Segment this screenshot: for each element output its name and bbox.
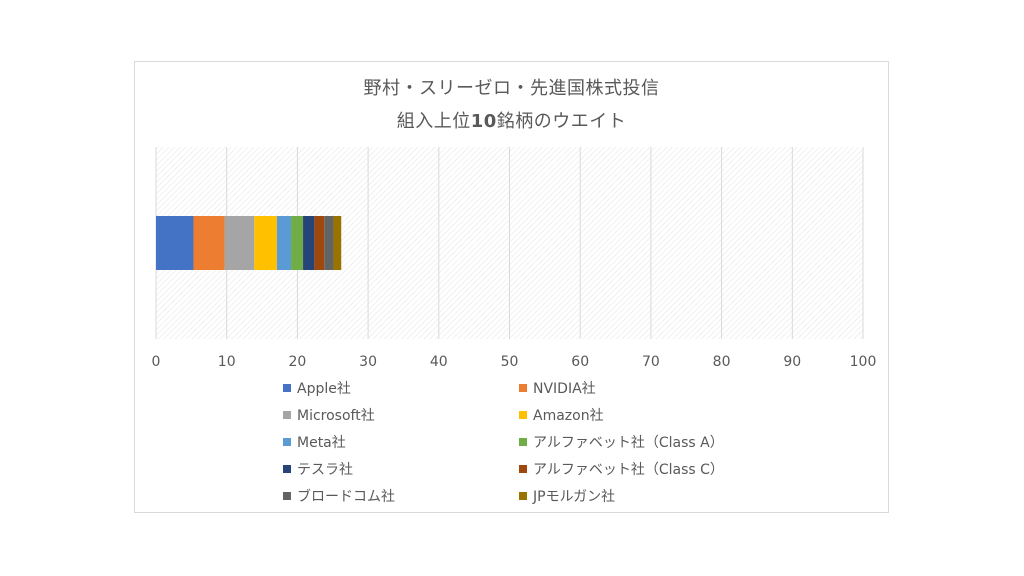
legend-item: JPモルガン社 <box>519 486 755 505</box>
legend-label: Apple社 <box>297 380 351 397</box>
legend-label: JPモルガン社 <box>533 488 616 505</box>
legend-item: Microsoft社 <box>283 405 519 424</box>
legend-item: テスラ社 <box>283 459 519 478</box>
x-tick-label: 20 <box>288 354 306 370</box>
x-tick-label: 40 <box>430 354 448 370</box>
legend-label: アルファベット社（Class C） <box>533 461 724 478</box>
bar-segment-2 <box>193 216 225 270</box>
chart-plot: 0 10 20 30 40 50 60 70 80 90 100 <box>152 147 877 370</box>
x-tick-label: 100 <box>850 354 877 370</box>
legend-label: テスラ社 <box>297 461 353 478</box>
x-tick-label: 90 <box>783 354 801 370</box>
bar-segment-8 <box>314 216 325 270</box>
bar-segment-9 <box>324 216 334 270</box>
legend-swatch <box>519 383 527 392</box>
chart-subtitle: 組入上位10銘柄のウエイト <box>396 111 627 132</box>
legend-item: アルファベット社（Class C） <box>519 459 755 478</box>
chart-legend: Apple社 NVIDIA社 Microsoft社 Amazon社 Meta社 アルファベ… <box>283 378 763 505</box>
x-tick-label: 70 <box>642 354 660 370</box>
bar-segment-10 <box>333 216 342 270</box>
legend-label: Amazon社 <box>533 407 604 424</box>
bar-segment-6 <box>291 216 304 270</box>
chart-title: 野村・スリーゼロ・先進国株式投信 <box>363 78 660 99</box>
legend-label: アルファベット社（Class A） <box>533 434 724 451</box>
legend-item: Apple社 <box>283 378 519 397</box>
x-tick-label: 50 <box>501 354 519 370</box>
chart-frame: 野村・スリーゼロ・先進国株式投信 組入上位10銘柄のウエイト 0 10 20 30 40… <box>134 61 889 513</box>
bar-segment-5 <box>276 216 292 270</box>
legend-swatch <box>519 491 527 500</box>
legend-swatch <box>519 437 527 446</box>
x-tick-label: 30 <box>359 354 377 370</box>
bar-segment-1 <box>156 216 194 270</box>
x-tick-label: 10 <box>218 354 236 370</box>
legend-swatch <box>283 410 291 419</box>
x-tick-label: 0 <box>152 354 161 370</box>
legend-item: アルファベット社（Class A） <box>519 432 755 451</box>
bar-segment-3 <box>224 216 255 270</box>
legend-label: Meta社 <box>297 434 346 451</box>
legend-swatch <box>519 410 527 419</box>
legend-label: NVIDIA社 <box>533 380 596 397</box>
legend-swatch <box>283 437 291 446</box>
legend-item: Amazon社 <box>519 405 755 424</box>
legend-item: Meta社 <box>283 432 519 451</box>
legend-swatch <box>519 464 527 473</box>
bar-segment-4 <box>254 216 277 270</box>
legend-item: NVIDIA社 <box>519 378 755 397</box>
legend-swatch <box>283 464 291 473</box>
legend-label: Microsoft社 <box>297 407 375 424</box>
x-tick-label: 80 <box>713 354 731 370</box>
legend-label: ブロードコム社 <box>297 488 395 505</box>
legend-swatch <box>283 383 291 392</box>
legend-swatch <box>283 491 291 500</box>
x-tick-label: 60 <box>571 354 589 370</box>
legend-item: ブロードコム社 <box>283 486 519 505</box>
bar-segment-7 <box>303 216 315 270</box>
